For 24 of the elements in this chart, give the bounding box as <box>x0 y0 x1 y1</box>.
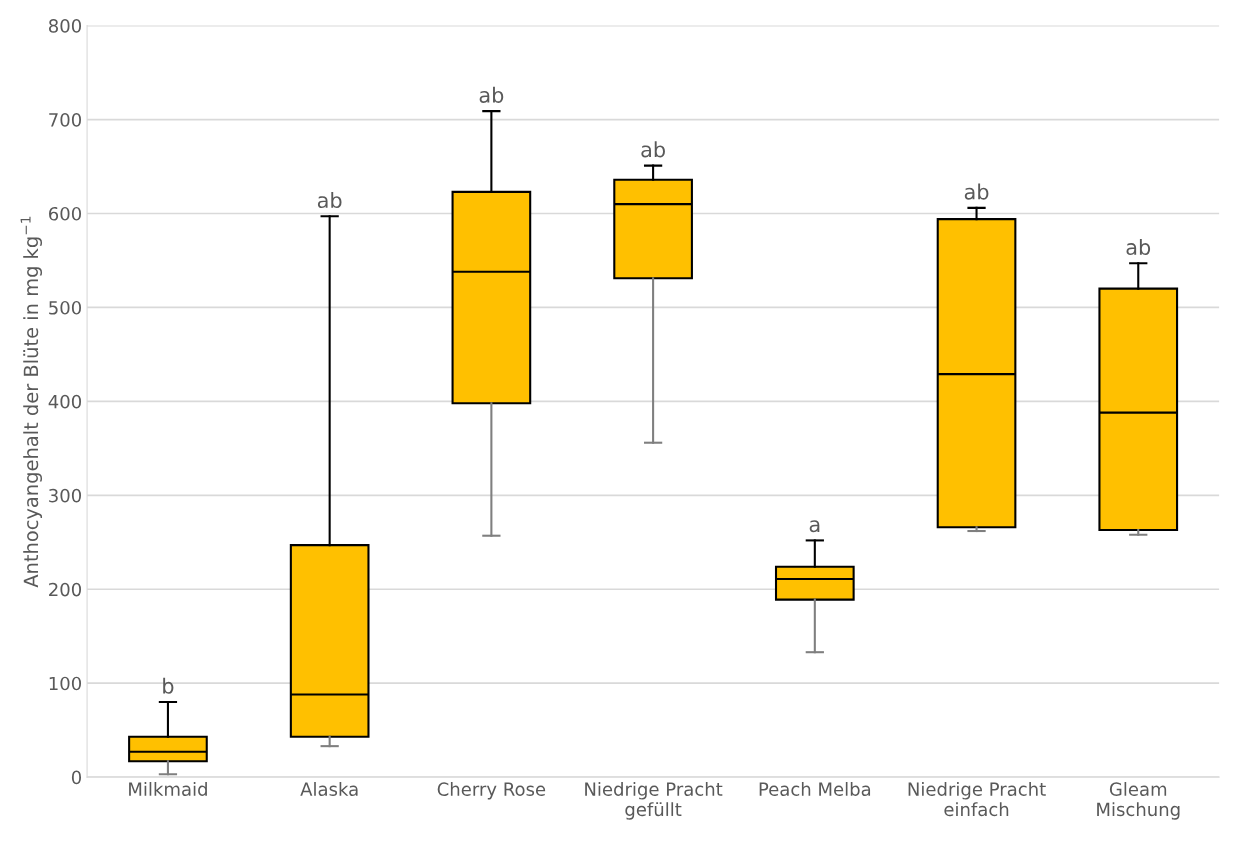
y-tick-label: 500 <box>49 300 82 315</box>
x-tick-label: Alaska <box>300 782 358 796</box>
annotation: ab <box>964 183 989 200</box>
y-tick-label: 100 <box>49 676 82 691</box>
annotation: ab <box>317 191 342 209</box>
y-tick-label: 400 <box>48 394 82 409</box>
x-tick-label: Gleam Mischung <box>1097 782 1180 820</box>
x-tick-label: Peach Melba <box>759 782 871 796</box>
y-tick-label: 200 <box>49 582 82 597</box>
x-tick-label: Niedrige Pracht gefüllt <box>585 782 723 820</box>
annotation: ab <box>479 86 504 103</box>
y-tick-label: 0 <box>71 770 82 785</box>
y-tick-label: 300 <box>49 488 82 503</box>
x-tick-label: Cherry Rose <box>437 782 546 800</box>
y-tick-label: 600 <box>49 206 82 221</box>
x-tick-label: Milkmaid <box>129 782 207 796</box>
annotation: a <box>809 520 820 533</box>
annotation: ab <box>1126 238 1151 256</box>
x-tick-label: Niedrige Pracht einfach <box>908 782 1046 817</box>
annotation: b <box>163 677 174 694</box>
y-tick-label: 800 <box>48 19 82 33</box>
y-tick-label: 700 <box>49 113 82 127</box>
annotation: ab <box>641 141 665 158</box>
y-axis-title: Anthocyangehalt der Blüte in mg kg$^{−1}$ <box>20 216 43 588</box>
